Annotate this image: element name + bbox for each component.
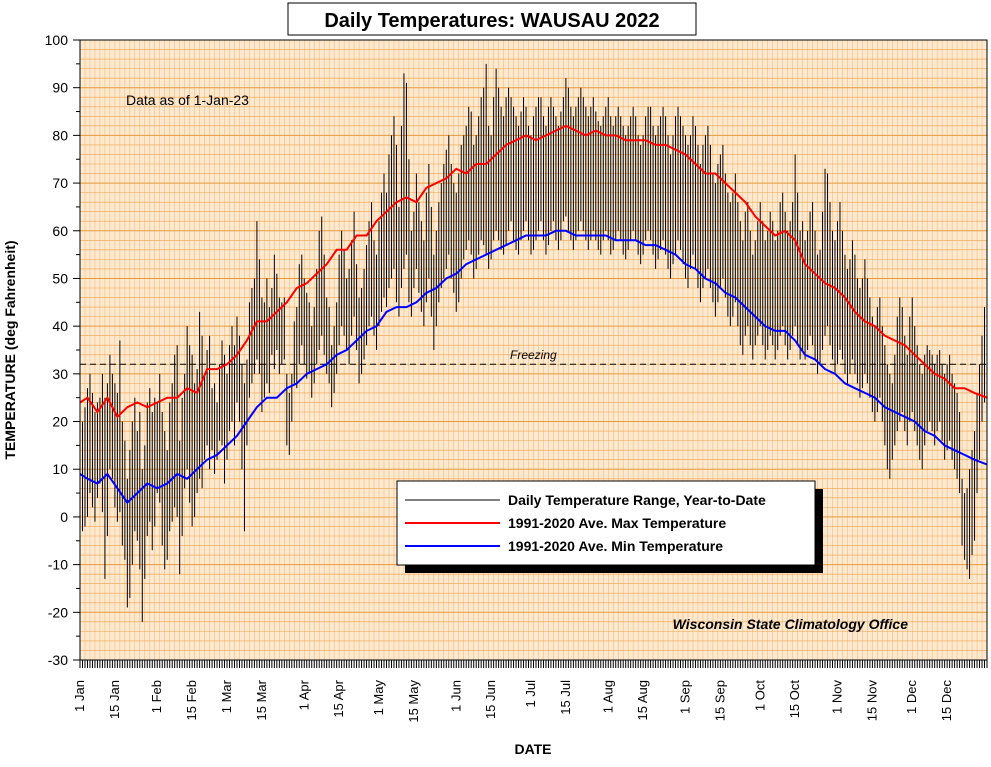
x-tick-label: 1 Jul <box>523 680 538 708</box>
x-tick-label: 15 Mar <box>254 679 269 720</box>
legend-label-min: 1991-2020 Ave. Min Temperature <box>508 538 723 554</box>
x-tick-label: 1 Jun <box>448 680 463 712</box>
x-tick-label: 15 Feb <box>184 680 199 720</box>
y-tick-label: 20 <box>52 414 68 430</box>
y-tick-label: 60 <box>52 223 68 239</box>
y-tick-label: 50 <box>52 270 68 286</box>
y-tick-label: 30 <box>52 366 68 382</box>
credit-text: Wisconsin State Climatology Office <box>673 616 909 632</box>
y-tick-label: 40 <box>52 318 68 334</box>
y-tick-label: 0 <box>60 509 68 525</box>
x-tick-label: 15 Aug <box>635 680 650 721</box>
x-tick-label: 1 Feb <box>149 680 164 713</box>
x-tick-label: 15 Jan <box>107 680 122 719</box>
legend-label-max: 1991-2020 Ave. Max Temperature <box>508 515 726 531</box>
x-tick-label: 1 Sep <box>677 680 692 714</box>
x-tick-label: 1 May <box>371 680 386 716</box>
x-tick-label: 15 Sep <box>712 680 727 721</box>
legend-label-range: Daily Temperature Range, Year-to-Date <box>508 492 766 508</box>
y-tick-label: 100 <box>45 32 69 48</box>
x-tick-label: 1 Jan <box>72 680 87 712</box>
y-tick-label: 70 <box>52 175 68 191</box>
y-tick-label: 10 <box>52 461 68 477</box>
data-as-of-note: Data as of 1-Jan-23 <box>126 92 249 108</box>
x-tick-label: 15 Dec <box>939 680 954 722</box>
y-tick-label: 90 <box>52 80 68 96</box>
avg-max-line <box>79 124 988 419</box>
chart-title: Daily Temperatures: WAUSAU 2022 <box>324 10 659 32</box>
y-tick-label: -20 <box>48 604 68 620</box>
x-tick-label: 1 Mar <box>219 679 234 713</box>
x-tick-label: 15 May <box>406 680 421 723</box>
x-tick-label: 1 Dec <box>904 680 919 714</box>
x-tick-label: 15 Jul <box>558 680 573 715</box>
y-axis-label: TEMPERATURE (deg Fahrenheit) <box>2 240 18 459</box>
y-tick-label: -10 <box>48 557 68 573</box>
y-tick-label: 80 <box>52 127 68 143</box>
x-tick-label: 1 Oct <box>752 680 767 711</box>
legend: Daily Temperature Range, Year-to-Date 19… <box>396 480 823 573</box>
freezing-label: Freezing <box>510 348 557 362</box>
x-tick-label: 15 Oct <box>787 680 802 719</box>
y-tick-label: -30 <box>48 652 68 668</box>
x-tick-label: 15 Nov <box>864 680 879 722</box>
x-tick-label: 15 Apr <box>331 679 346 717</box>
x-tick-label: 1 Apr <box>296 679 311 710</box>
avg-min-line <box>79 229 988 505</box>
x-tick-label: 1 Aug <box>600 680 615 713</box>
x-tick-label: 15 Jun <box>483 680 498 719</box>
x-axis-label: DATE <box>514 741 551 757</box>
x-tick-label: 1 Nov <box>829 680 844 714</box>
title-box <box>287 2 697 36</box>
